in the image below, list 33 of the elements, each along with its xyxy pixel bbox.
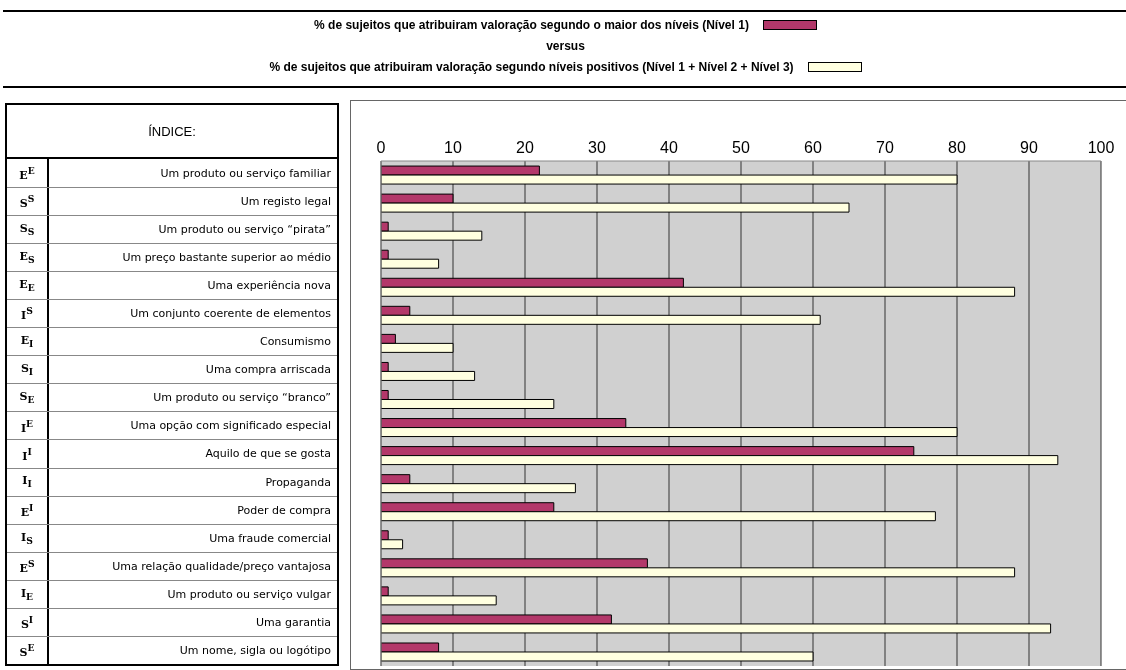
- category-label: E$_{S}$ Um preço bastante superior ao médio: [19, 250, 331, 266]
- x-tick-label: 30: [588, 139, 606, 156]
- category-label: S$_{S}$ Um produto ou serviço “pirata”: [19, 222, 331, 238]
- category-label: I$_{E}$ Um produto ou serviço vulgar: [20, 586, 331, 602]
- x-tick-label: 40: [660, 139, 678, 156]
- category-label: I$^{E}$ Uma opção com significado especial: [20, 417, 331, 435]
- category-label: E$_{I}$ Consumismo: [20, 334, 331, 350]
- category-label: S$^{E}$ Um nome, sigla ou logótipo: [19, 641, 331, 659]
- category-label: I$_{I}$ Propaganda: [22, 474, 331, 490]
- category-label: E$^{I}$ Poder de compra: [20, 501, 331, 519]
- legend-label: % de sujeitos que atribuiram valoração segundo níveis positivos (Nível 1 + Nível 2 + Nível 3): [269, 60, 794, 74]
- x-tick-label: 90: [1020, 139, 1038, 156]
- x-tick-label: 10: [444, 139, 462, 156]
- category-label: E$_{E}$ Uma experiência nova: [19, 278, 331, 294]
- category-label: E$^{S}$ Uma relação qualidade/preço vantajosa: [19, 557, 331, 575]
- x-tick-label: 50: [732, 139, 750, 156]
- x-tick-label: 80: [948, 139, 966, 156]
- category-label: S$^{I}$ Uma garantia: [20, 613, 331, 631]
- category-label: I$_{S}$ Uma fraude comercial: [21, 530, 331, 546]
- x-tick-label: 60: [804, 139, 822, 156]
- category-label: I$^{S}$ Um conjunto coerente de elementos: [21, 305, 331, 323]
- text: versus: [545, 38, 586, 55]
- legend-label: % de sujeitos que atribuiram valoração segundo o maior dos níveis (Nível 1): [314, 18, 749, 32]
- text: ÍNDICE:: [148, 123, 196, 139]
- category-label: S$_{I}$ Uma compra arriscada: [20, 362, 331, 378]
- category-label: S$^{S}$ Um registo legal: [19, 193, 331, 210]
- x-tick-label: 70: [876, 139, 894, 156]
- x-tick-label: 0: [376, 139, 386, 156]
- category-label: S$_{E}$ Um produto ou serviço “branco”: [19, 390, 331, 406]
- category-label: I$^{I}$ Aquilo de que se gosta: [22, 445, 331, 463]
- x-tick-label: 20: [516, 139, 534, 156]
- x-tick-label: 100: [1087, 139, 1115, 156]
- category-label: E$^{E}$ Um produto ou serviço familiar: [19, 164, 331, 182]
